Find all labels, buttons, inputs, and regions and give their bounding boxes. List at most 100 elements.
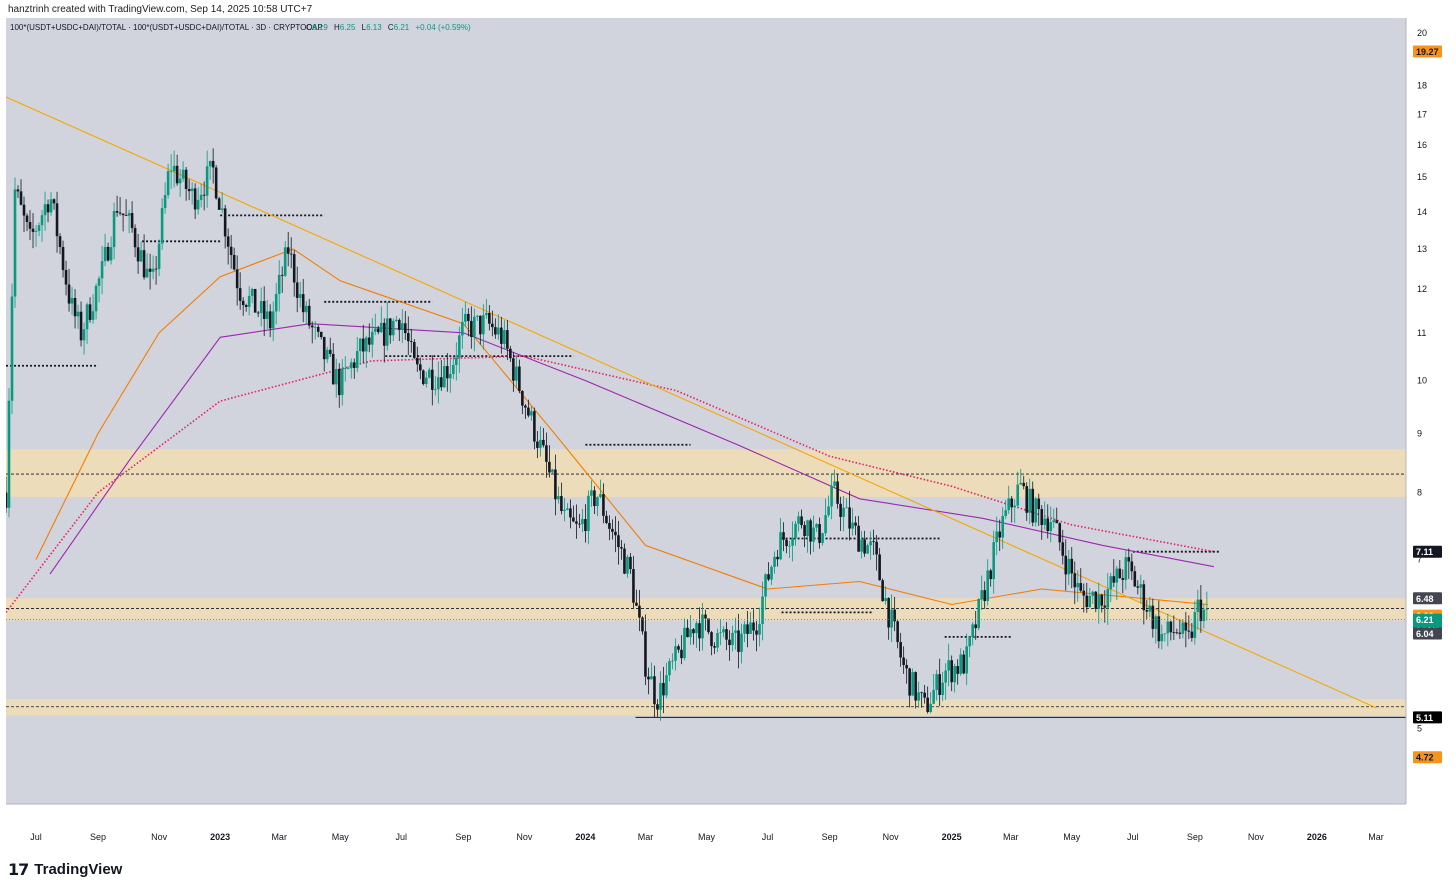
candle-body [917, 692, 920, 701]
candle-body [959, 654, 962, 674]
candle-body [839, 503, 842, 517]
candle-body [31, 228, 35, 232]
price-tick-label: 9 [1417, 428, 1422, 438]
candle-body [277, 274, 281, 294]
price-tick-label: 7 [1417, 555, 1422, 565]
candle-body [1094, 591, 1098, 609]
candle-body [412, 342, 416, 358]
candle-body [575, 521, 578, 524]
candle-body [914, 672, 917, 701]
candle-body [331, 353, 335, 385]
candle-body [184, 169, 188, 189]
candle-body [806, 520, 809, 537]
candle-body [860, 539, 863, 552]
price-chart[interactable]: 5 7 8 9 10 11 12 13 14 15 16 17 18 20 Jul Sep Nov 2023 Mar… [4, 18, 1450, 854]
candle-body [1073, 573, 1077, 588]
candle-body [37, 225, 41, 232]
candle-body [620, 547, 623, 549]
candle-body [181, 169, 185, 179]
candle-body [325, 349, 329, 360]
time-tick-label: 2026 [1307, 832, 1327, 842]
candle-body [22, 204, 26, 216]
candle-body [85, 304, 89, 330]
candle-body [803, 525, 806, 537]
candle-body [1088, 595, 1092, 608]
candle-body [112, 211, 116, 248]
candle-body [1037, 498, 1041, 510]
candle-body [596, 497, 599, 507]
candle-body [995, 531, 999, 543]
time-tick-label: Sep [455, 832, 471, 842]
plot-background [6, 18, 1406, 804]
candle-body [1004, 510, 1008, 516]
candle-body [238, 288, 242, 301]
candle-body [794, 523, 797, 539]
candle-body [650, 676, 653, 680]
candle-body [313, 326, 317, 328]
candle-body [67, 284, 71, 304]
candle-body [557, 496, 560, 500]
candle-body [49, 199, 53, 213]
candle-body [1199, 599, 1203, 622]
candle-body [1043, 518, 1047, 525]
candle-body [403, 323, 407, 334]
candle-body [142, 250, 146, 278]
candle-body [259, 301, 263, 313]
candle-body [509, 348, 512, 359]
candle-body [554, 469, 557, 500]
candle-body [373, 328, 377, 332]
candle-body [716, 633, 719, 648]
price-tick-label: 20 [1417, 28, 1427, 38]
candle-body [866, 545, 869, 554]
candle-body [301, 294, 305, 313]
candle-body [566, 508, 569, 510]
candle-body [530, 411, 533, 416]
price-tick-label: 14 [1417, 207, 1427, 217]
candle-body [869, 541, 872, 546]
candle-body [710, 632, 713, 647]
candle-body [121, 213, 125, 216]
price-label-text: 6.48 [1416, 594, 1434, 604]
candle-body [1136, 586, 1140, 588]
candle-body [1184, 622, 1188, 631]
candle-body [590, 490, 593, 496]
candle-body [905, 664, 908, 669]
tradingview-branding: 17 TradingView [8, 858, 122, 880]
chart-area[interactable]: 5 7 8 9 10 11 12 13 14 15 16 17 18 20 Jul Sep Nov 2023 Mar… [4, 18, 1450, 854]
candle-body [1172, 632, 1176, 634]
price-label-badge [1413, 711, 1442, 724]
candle-body [1046, 518, 1050, 532]
candle-body [1049, 522, 1053, 532]
candle-body [854, 522, 857, 526]
candle-body [352, 362, 356, 368]
candle-body [1157, 616, 1161, 642]
candle-body [608, 522, 611, 529]
candle-body [485, 313, 488, 316]
candle-body [902, 657, 905, 665]
price-tick-label: 5 [1417, 723, 1422, 733]
candle-body [205, 166, 209, 196]
candle-body [16, 189, 20, 192]
time-tick-label: Nov [1248, 832, 1265, 842]
candle-body [187, 188, 191, 192]
candle-body [644, 631, 647, 677]
candle-body [70, 297, 74, 304]
candle-body [7, 400, 11, 508]
candle-body [355, 351, 359, 368]
candle-body [725, 629, 728, 640]
candle-body [376, 328, 380, 333]
candle-body [34, 231, 38, 232]
candle-body [977, 598, 980, 629]
candle-body [82, 329, 86, 341]
price-label-text: 6.04 [1416, 629, 1434, 639]
candle-body [548, 461, 551, 473]
candle-body [443, 366, 446, 388]
candle-body [434, 389, 437, 391]
candle-body [244, 305, 248, 307]
candle-body [998, 531, 1002, 538]
candle-body [1130, 561, 1134, 572]
candle-body [776, 556, 779, 560]
candle-body [494, 327, 497, 335]
candle-body [13, 189, 17, 297]
candle-body [683, 627, 686, 659]
